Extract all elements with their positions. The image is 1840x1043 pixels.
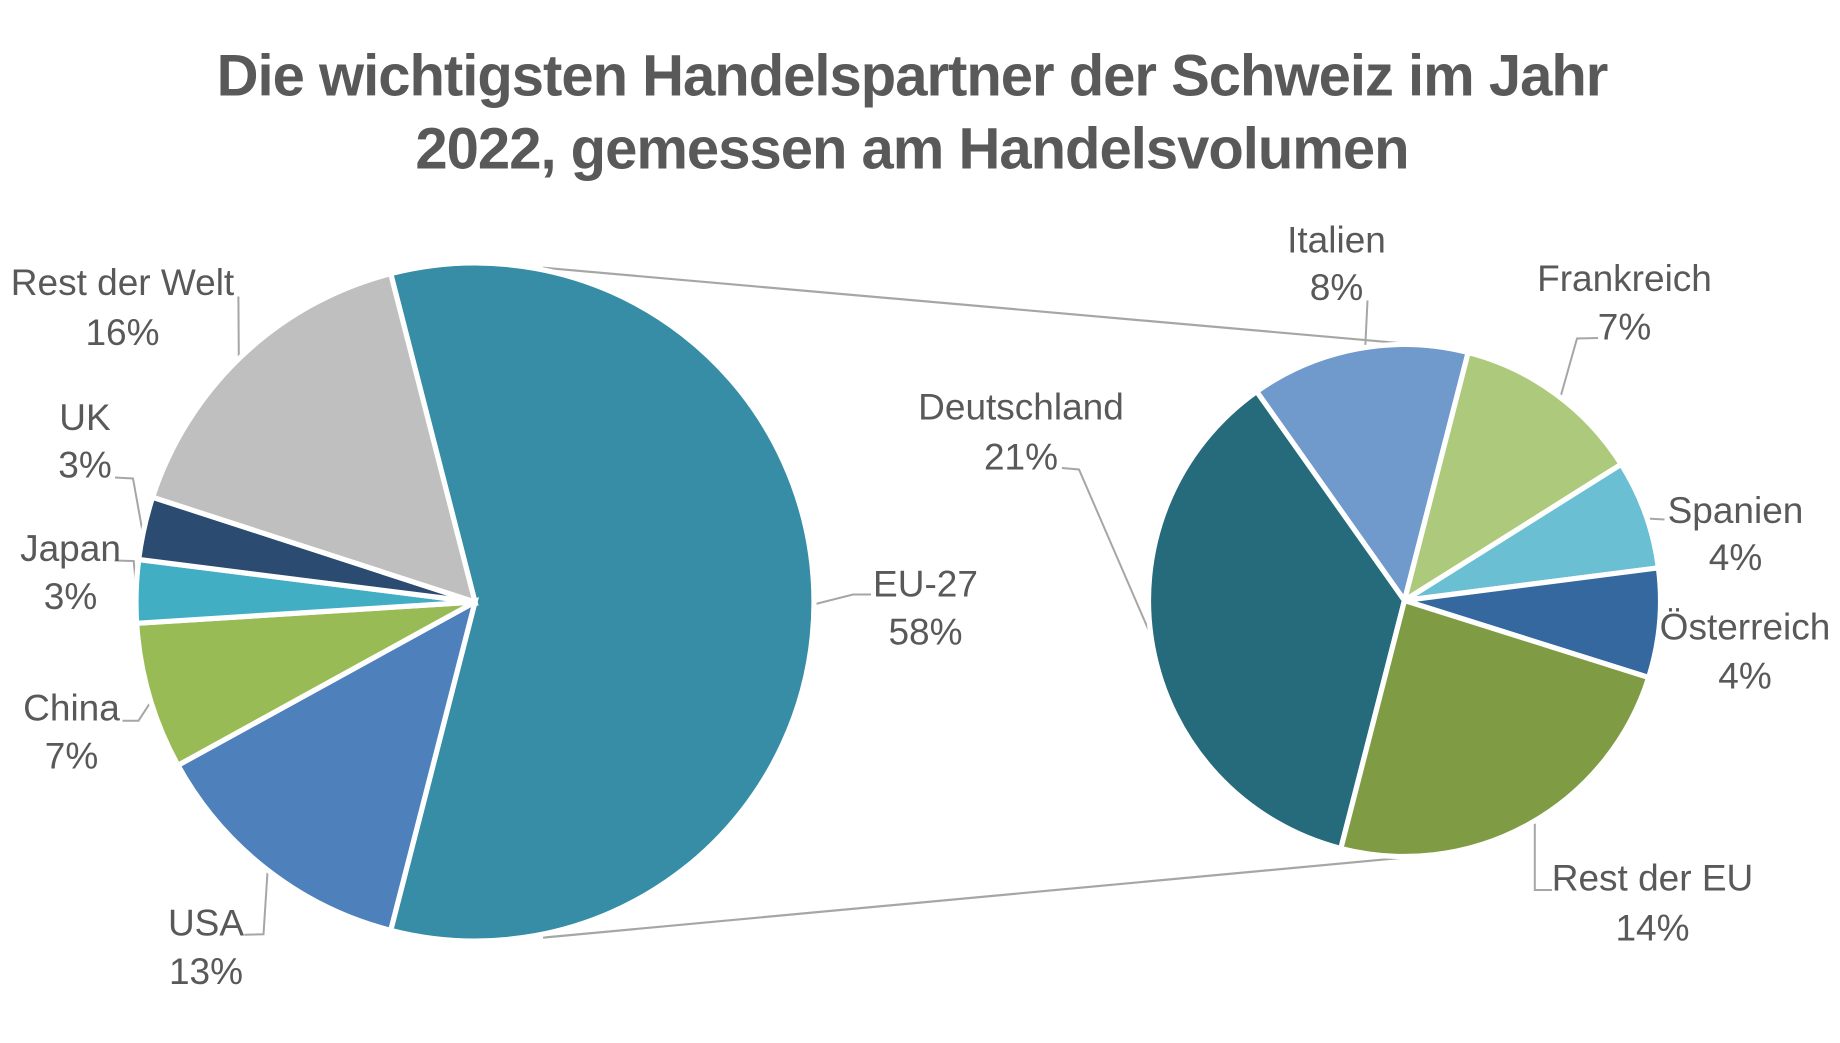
svg-text:21%: 21%: [984, 436, 1058, 477]
svg-text:Rest der EU: Rest der EU: [1552, 858, 1754, 899]
svg-text:Italien: Italien: [1287, 219, 1386, 260]
svg-text:7%: 7%: [1598, 307, 1651, 348]
svg-text:58%: 58%: [888, 611, 962, 652]
svg-text:Österreich: Österreich: [1660, 607, 1831, 648]
svg-text:UK: UK: [59, 397, 111, 438]
svg-text:Spanien: Spanien: [1668, 490, 1804, 531]
svg-text:Die wichtigsten Handelspartner: Die wichtigsten Handelspartner der Schwe…: [217, 44, 1608, 109]
svg-text:Frankreich: Frankreich: [1537, 258, 1712, 299]
svg-text:Deutschland: Deutschland: [918, 387, 1124, 428]
svg-text:2022, gemessen am Handelsvolum: 2022, gemessen am Handelsvolumen: [415, 117, 1408, 182]
svg-text:13%: 13%: [169, 951, 243, 992]
svg-text:3%: 3%: [58, 444, 111, 485]
svg-text:16%: 16%: [85, 312, 159, 353]
svg-text:EU-27: EU-27: [873, 563, 978, 604]
svg-text:Rest der Welt: Rest der Welt: [11, 262, 235, 303]
svg-text:4%: 4%: [1709, 537, 1762, 578]
svg-text:China: China: [23, 688, 120, 729]
svg-text:14%: 14%: [1615, 908, 1689, 949]
svg-text:Japan: Japan: [20, 528, 121, 569]
svg-text:8%: 8%: [1310, 267, 1363, 308]
svg-text:3%: 3%: [44, 576, 97, 617]
svg-text:USA: USA: [168, 903, 244, 944]
svg-text:7%: 7%: [45, 736, 98, 777]
svg-text:4%: 4%: [1718, 656, 1771, 697]
